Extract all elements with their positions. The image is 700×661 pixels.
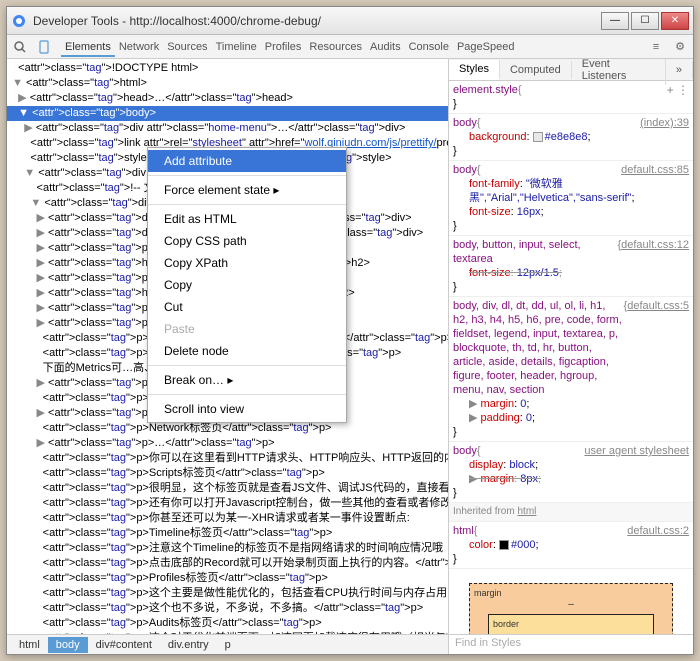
dom-node[interactable]: ▶ <attr">class="tag">div attr">class="ho… [7,121,448,136]
tab-timeline[interactable]: Timeline [212,39,261,55]
dom-node[interactable]: <attr">class="tag">p>还有你可以打开Javascript控制… [7,496,448,511]
css-rule[interactable]: body {user agent stylesheetdisplay: bloc… [449,442,693,503]
titlebar: Developer Tools - http://localhost:4000/… [7,7,693,35]
dom-node[interactable]: <attr">class="tag">p>注意这个Timeline的标签页不是指… [7,541,448,556]
menu-edit-as-html[interactable]: Edit as HTML [148,208,346,230]
breadcrumb: htmlbodydiv#contentdiv.entryp [7,634,448,654]
devtools-window: Developer Tools - http://localhost:4000/… [6,6,694,655]
menu-delete-node[interactable]: Delete node [148,340,346,362]
crumb-body[interactable]: body [48,637,88,653]
menu-break-on-[interactable]: Break on… ▸ [148,369,346,391]
tab-network[interactable]: Network [115,39,163,55]
dom-node[interactable]: <attr">class="tag">p>这个主要是做性能优化的，包括查看CPU… [7,586,448,601]
source-link[interactable]: (index):39 [640,116,689,130]
panel-tabs: ElementsNetworkSourcesTimelineProfilesRe… [61,41,518,53]
maximize-button[interactable]: ☐ [631,12,659,30]
sidebar: StylesComputedEvent Listeners» element.s… [449,59,693,654]
context-menu: Add attribute Force element state ▸ Edit a… [147,147,347,423]
tab-profiles[interactable]: Profiles [261,39,306,55]
sidebar-tab-more[interactable]: » [666,61,693,79]
dom-node[interactable]: <attr">class="tag">p>很明显，这个标签页就是查看JS文件、调… [7,481,448,496]
tab-sources[interactable]: Sources [163,39,211,55]
inspect-icon[interactable] [13,40,27,54]
dom-node[interactable]: ▶ <attr">class="tag">p>…</attr">class="t… [7,436,448,451]
dom-node[interactable]: <attr">class="tag">p>这个也不多说，不多说，不多搞。</at… [7,601,448,616]
tab-console[interactable]: Console [405,39,453,55]
tab-elements[interactable]: Elements [61,39,115,57]
menu-add-attribute[interactable]: Add attribute [148,150,346,172]
dom-node[interactable]: ▼ <attr">class="tag">body> [7,106,448,121]
crumb-html[interactable]: html [11,637,48,653]
source-link[interactable]: default.css:5 [627,299,689,397]
main-toolbar: ElementsNetworkSourcesTimelineProfilesRe… [7,35,693,59]
dom-node[interactable]: <attr">class="tag">p>Scripts标签页</attr">c… [7,466,448,481]
minimize-button[interactable]: — [601,12,629,30]
elements-panel: <attr">class="tag">!DOCTYPE html> ▼ <att… [7,59,449,654]
dom-node[interactable]: <attr">class="tag">p>Profiles标签页</attr">… [7,571,448,586]
source-link[interactable]: user agent stylesheet [584,444,689,458]
sidebar-tab-computed[interactable]: Computed [500,61,572,79]
settings-icon[interactable]: ⚙ [673,40,687,54]
dom-node[interactable]: <attr">class="tag">p>Timeline标签页</attr">… [7,526,448,541]
menu-paste: Paste [148,318,346,340]
add-rule-icon[interactable]: + ⋮ [667,83,689,97]
dom-node[interactable]: <attr">class="tag">!DOCTYPE html> [7,61,448,76]
crumb-p[interactable]: p [217,637,239,653]
dom-node[interactable]: <attr">class="tag">p>Network标签页</attr">c… [7,421,448,436]
window-buttons: — ☐ ✕ [601,12,689,30]
dom-node[interactable]: <attr">class="tag">p>你可以在这里看到HTTP请求头、HTT… [7,451,448,466]
console-toggle-icon[interactable]: ≡ [649,40,663,54]
dom-node[interactable]: <attr">class="tag">p>点击底部的Record就可以开始录制页… [7,556,448,571]
menu-copy[interactable]: Copy [148,274,346,296]
dom-node[interactable]: ▼ <attr">class="tag">html> [7,76,448,91]
css-rule[interactable]: element.style {+ ⋮} [449,81,693,114]
menu-force-element-state[interactable]: Force element state ▸ [148,179,346,201]
source-link[interactable]: default.css:2 [627,524,689,538]
inherited-header: Inherited from html [449,503,693,522]
dom-node[interactable]: ▶ <attr">class="tag">head>…</attr">class… [7,91,448,106]
css-rule[interactable]: html {default.css:2color: #000;} [449,522,693,569]
tab-audits[interactable]: Audits [366,39,405,55]
css-rule[interactable]: body {(index):39background: #e8e8e8;} [449,114,693,161]
sidebar-tabs: StylesComputedEvent Listeners» [449,59,693,81]
device-icon[interactable] [37,40,51,54]
dom-node[interactable]: <attr">class="tag">p>你甚至还可以为某一-XHR请求或者某一… [7,511,448,526]
tab-pagespeed[interactable]: PageSpeed [453,39,519,55]
crumb-div-content[interactable]: div#content [88,637,160,653]
css-rule[interactable]: body, div, dl, dt, dd, ul, ol, li, h1, h… [449,297,693,442]
menu-cut[interactable]: Cut [148,296,346,318]
box-model: margin–border–padding–1401 × 5685.594––– [449,569,693,634]
sidebar-tab-styles[interactable]: Styles [449,60,500,80]
menu-copy-css-path[interactable]: Copy CSS path [148,230,346,252]
source-link[interactable]: default.css:85 [621,163,689,177]
styles-pane[interactable]: element.style {+ ⋮}body {(index):39backg… [449,81,693,634]
app-icon [11,13,27,29]
css-rule[interactable]: body {default.css:85font-family: "微软雅黑",… [449,161,693,236]
menu-copy-xpath[interactable]: Copy XPath [148,252,346,274]
css-rule[interactable]: body, button, input, select, textarea {d… [449,236,693,297]
styles-filter[interactable]: Find in Styles [449,634,693,654]
tab-resources[interactable]: Resources [305,39,366,55]
source-link[interactable]: default.css:12 [621,238,689,266]
window-title: Developer Tools - http://localhost:4000/… [33,14,601,28]
menu-scroll-into-view[interactable]: Scroll into view [148,398,346,420]
dom-node[interactable]: <attr">class="tag">p>Audits标签页</attr">cl… [7,616,448,631]
main-area: <attr">class="tag">!DOCTYPE html> ▼ <att… [7,59,693,654]
close-button[interactable]: ✕ [661,12,689,30]
crumb-div-entry[interactable]: div.entry [160,637,217,653]
filter-placeholder: Find in Styles [455,637,521,649]
